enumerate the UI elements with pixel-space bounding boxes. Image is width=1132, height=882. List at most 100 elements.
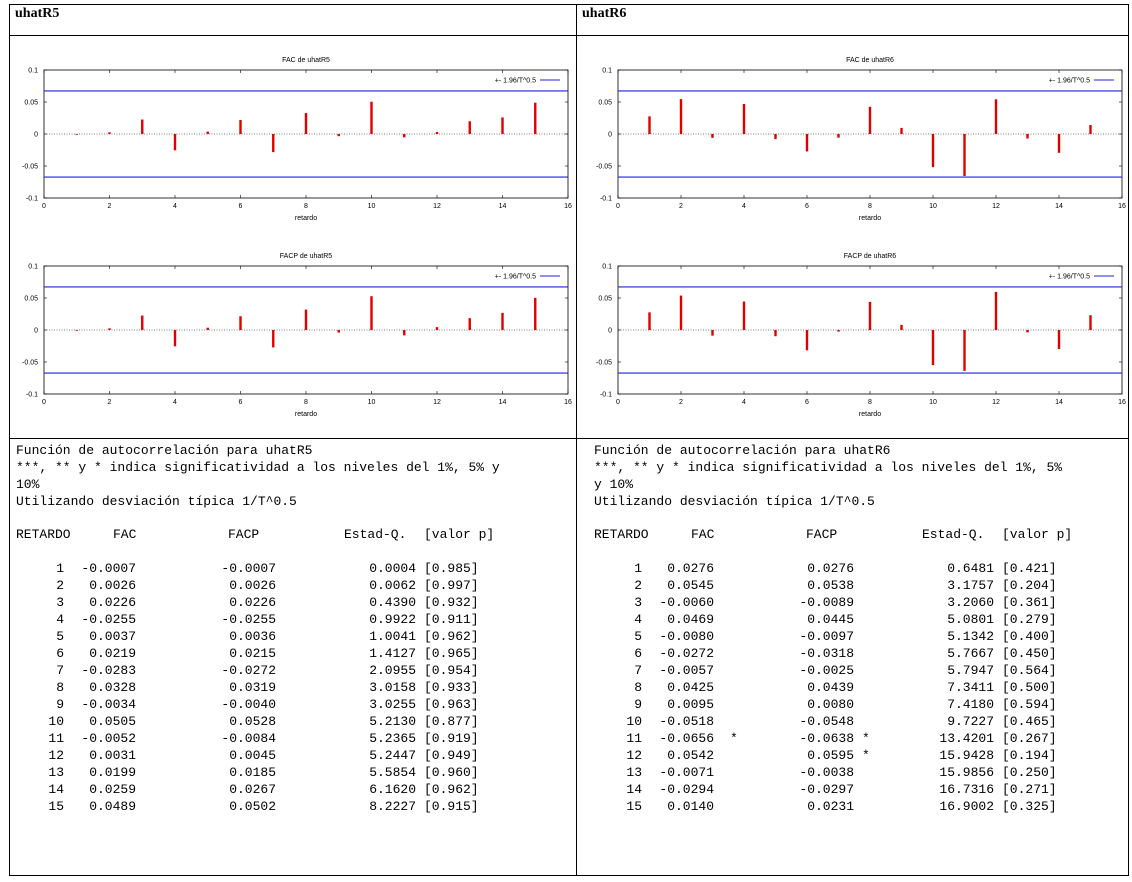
lag: 12: [48, 748, 64, 763]
acf-bar-lag-4: [173, 330, 177, 347]
p-value: [0.954]: [424, 663, 479, 678]
significance-note: ***, ** y * indica significatividad a lo…: [594, 460, 1063, 475]
x-axis-label: retardo: [295, 411, 317, 418]
x-tick-label: 12: [433, 399, 441, 406]
fac-value: -0.0656: [659, 731, 714, 746]
acf-bar-lag-6: [805, 134, 809, 152]
acf-bar-lag-11: [403, 330, 406, 336]
fac-value: 0.0140: [667, 799, 714, 814]
fac-value: -0.0071: [659, 765, 714, 780]
p-value: [0.421]: [1002, 561, 1057, 576]
p-value: [0.194]: [1002, 748, 1057, 763]
acf-bar-lag-15: [534, 297, 537, 330]
p-value: [0.877]: [424, 714, 479, 729]
std-dev-note: Utilizando desviación típica 1/T^0.5: [594, 494, 875, 509]
chart-title: FAC de uhatR6: [846, 57, 894, 64]
q-statistic: 16.7316: [939, 782, 994, 797]
p-value: [0.919]: [424, 731, 479, 746]
fac-value: 0.0259: [89, 782, 136, 797]
facp-value: 0.0276: [807, 561, 854, 576]
facp-value: -0.0548: [799, 714, 854, 729]
facp-significance: *: [862, 748, 870, 763]
acf-bar-lag-8: [304, 113, 308, 134]
fac-value: -0.0283: [81, 663, 136, 678]
x-tick-label: 12: [992, 203, 1000, 210]
lag: 14: [48, 782, 64, 797]
lag: 4: [56, 612, 64, 627]
x-tick-label: 10: [929, 203, 937, 210]
q-statistic: 5.2447: [369, 748, 416, 763]
acf-bar-lag-11: [403, 134, 406, 138]
significance-note-cont: y 10%: [594, 477, 634, 492]
fac-value: -0.0007: [81, 561, 136, 576]
y-tick-label: 0.1: [28, 68, 38, 75]
x-axis-label: retardo: [859, 215, 881, 222]
acf-bar-lag-7: [272, 134, 275, 153]
lag: 7: [634, 663, 642, 678]
p-value: [0.594]: [1002, 697, 1057, 712]
lag: 6: [634, 646, 642, 661]
acf-bar-lag-14: [1057, 330, 1061, 350]
p-value: [0.500]: [1002, 680, 1057, 695]
q-statistic: 0.0062: [369, 578, 416, 593]
q-statistic: 7.4180: [947, 697, 994, 712]
fac-significance: *: [730, 731, 738, 746]
right-column-header: uhatR6: [582, 6, 627, 21]
p-value: [0.915]: [424, 799, 479, 814]
significance-note: ***, ** y * indica significatividad a lo…: [16, 460, 500, 475]
acf-bar-lag-2: [679, 295, 683, 330]
q-statistic: 3.1757: [947, 578, 994, 593]
lag: 15: [626, 799, 642, 814]
x-tick-label: 10: [368, 203, 376, 210]
acf-bar-lag-12: [435, 132, 439, 134]
x-tick-label: 16: [564, 203, 572, 210]
lag: 10: [48, 714, 64, 729]
x-tick-label: 14: [1055, 203, 1063, 210]
acf-bar-lag-13: [468, 121, 471, 134]
y-tick-label: 0: [608, 132, 612, 139]
chart-title: FACP de uhatR6: [844, 253, 897, 260]
x-tick-label: 0: [616, 203, 620, 210]
fac-value: 0.0328: [89, 680, 136, 695]
fac-value: 0.0489: [89, 799, 136, 814]
legend-label: +- 1.96/T^0.5: [1049, 274, 1090, 281]
significance-note-cont: 10%: [16, 477, 40, 492]
lag: 8: [56, 680, 64, 695]
facp-value: 0.0185: [229, 765, 276, 780]
col-facp: FACP: [228, 527, 260, 542]
y-tick-label: -0.1: [26, 196, 38, 203]
facp-value: -0.0040: [221, 697, 276, 712]
acf-bar-lag-10: [931, 134, 935, 168]
lag: 11: [48, 731, 64, 746]
acf-bar-lag-5: [774, 330, 777, 337]
col-estad-q: Estad-Q.: [344, 527, 407, 542]
acf-bar-lag-14: [1057, 134, 1061, 153]
facp-value: -0.0318: [799, 646, 854, 661]
p-value: [0.250]: [1002, 765, 1057, 780]
x-axis-label: retardo: [859, 411, 881, 418]
facp-value: 0.0080: [807, 697, 854, 712]
legend-label: +- 1.96/T^0.5: [495, 78, 536, 85]
acf-bar-lag-12: [435, 327, 439, 330]
header-divider: [9, 35, 1129, 36]
acf-bar-lag-1: [648, 312, 651, 330]
chart-title: FACP de uhatR5: [280, 253, 333, 260]
acf-bar-lag-1: [648, 116, 651, 134]
q-statistic: 15.9428: [939, 748, 994, 763]
fac-value: 0.0226: [89, 595, 136, 610]
x-tick-label: 6: [239, 399, 243, 406]
p-value: [0.933]: [424, 680, 479, 695]
fac-value: 0.0469: [667, 612, 714, 627]
x-tick-label: 12: [433, 203, 441, 210]
acf-title: Función de autocorrelación para uhatR5: [16, 443, 313, 458]
facp-value: -0.0272: [221, 663, 276, 678]
acf-bar-lag-1: [75, 134, 78, 135]
fac-value: 0.0505: [89, 714, 136, 729]
q-statistic: 9.7227: [947, 714, 994, 729]
acf-bar-lag-4: [742, 301, 746, 330]
facp-uhatr5-chart: FACP de uhatR5 0 2 4 6 8 10 12 14 16 0.1 0.05 0 -0.05…: [22, 253, 572, 418]
chart-title: FAC de uhatR5: [282, 57, 330, 64]
acf-bar-lag-7: [837, 330, 840, 332]
p-value: [0.985]: [424, 561, 479, 576]
lag: 5: [56, 629, 64, 644]
